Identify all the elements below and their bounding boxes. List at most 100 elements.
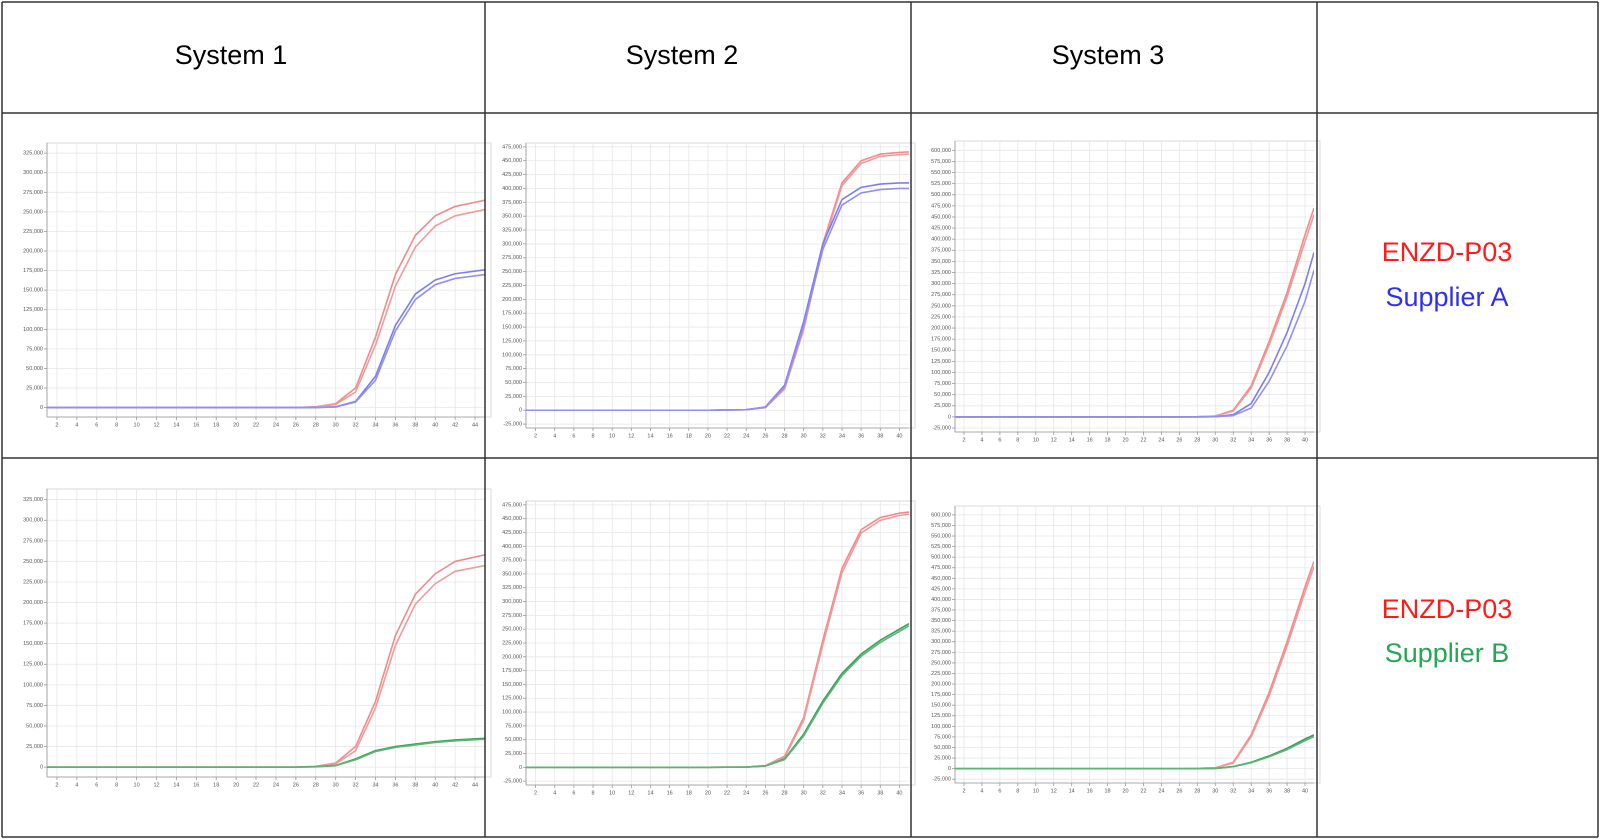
x-tick-label: 2 [55,782,58,788]
y-tick-label: 250,000 [502,627,522,633]
y-tick-label: 325,000 [931,629,951,635]
chart: -25,000 0 25,000 50,000 75,000 100,000 125,000… [502,500,916,796]
x-tick-label: 38 [877,790,883,796]
x-tick-label: 30 [801,790,807,796]
y-tick-label: 225,000 [931,314,951,320]
y-tick-label: 375,000 [931,607,951,613]
x-tick-label: 6 [998,788,1001,794]
y-tick-label: 125,000 [23,662,43,668]
y-tick-label: 200,000 [931,325,951,331]
y-tick-label: 100,000 [931,724,951,730]
y-tick-label: 75,000 [26,346,43,352]
y-tick-label: 200,000 [23,248,43,254]
y-tick-label: 425,000 [931,586,951,592]
y-tick-label: 250,000 [23,209,43,215]
y-tick-label: 325,000 [502,585,522,591]
y-tick-label: 300,000 [502,599,522,605]
x-tick-label: 20 [1122,788,1128,794]
y-tick-label: 225,000 [23,229,43,235]
x-tick-label: 18 [1105,788,1111,794]
y-tick-label: 200,000 [23,600,43,606]
x-tick-label: 22 [1140,437,1146,443]
chart: -25,000 0 25,000 50,000 75,000 100,000 125,000… [931,140,1321,443]
y-tick-label: 450,000 [502,516,522,522]
y-tick-label: 75,000 [505,723,522,729]
x-tick-label: 4 [553,433,556,439]
amplification-curve [955,735,1314,770]
x-tick-label: 4 [75,422,78,428]
x-tick-label: 12 [1051,788,1057,794]
x-tick-label: 10 [609,790,615,796]
y-tick-label: 275,000 [931,650,951,656]
y-tick-label: 225,000 [23,579,43,585]
x-tick-label: 36 [392,422,398,428]
y-tick-label: 175,000 [23,621,43,627]
y-tick-label: 175,000 [931,692,951,698]
y-tick-label: 575,000 [931,523,951,529]
y-tick-label: 250,000 [931,303,951,309]
y-tick-label: 250,000 [502,269,522,275]
curves [526,151,909,412]
y-tick-label: 50,000 [934,745,951,751]
x-tick-label: 12 [628,790,634,796]
y-tick-label: -25,000 [503,422,522,428]
x-tick-label: 12 [1051,437,1057,443]
plot-area [954,505,1321,784]
x-tick-label: 40 [1302,788,1308,794]
x-tick-label: 8 [591,790,594,796]
y-tick-label: 175,000 [502,668,522,674]
y-tick-label: 100,000 [23,682,43,688]
y-tick-label: 50,000 [505,380,522,386]
y-tick-label: 175,000 [931,337,951,343]
x-tick-label: 14 [1069,437,1075,443]
x-tick-label: 12 [153,782,159,788]
x-tick-label: 24 [273,422,279,428]
x-tick-label: 42 [452,422,458,428]
x-tick-label: 20 [705,433,711,439]
x-tick-label: 14 [647,790,653,796]
x-tick-label: 6 [572,433,575,439]
x-tick-label: 16 [1087,788,1093,794]
x-tick-label: 8 [1016,788,1019,794]
y-tick-label: 75,000 [505,366,522,372]
y-tick-label: 100,000 [23,327,43,333]
x-tick-label: 24 [1158,437,1164,443]
y-tick-label: 50,000 [26,366,43,372]
x-tick-label: 36 [392,782,398,788]
x-tick-label: 20 [705,790,711,796]
y-tick-label: 100,000 [502,710,522,716]
chart: -25,000 0 25,000 50,000 75,000 100,000 125,000… [502,142,916,439]
legend-entry: ENZD-P03 [1382,594,1513,624]
x-tick-label: 36 [1266,437,1272,443]
y-tick-label: 450,000 [931,576,951,582]
amplification-curve [526,625,909,769]
y-tick-label: 0 [519,408,522,414]
x-tick-label: 2 [55,422,58,428]
column-header: System 1 [175,40,288,70]
y-tick-label: 450,000 [502,158,522,164]
y-tick-label: -25,000 [932,777,951,783]
curves [955,561,1314,770]
chart: -25,000 0 25,000 50,000 75,000 100,000 125,000… [931,505,1321,794]
x-tick-label: 42 [452,782,458,788]
y-tick-label: 200,000 [502,654,522,660]
y-tick-label: 250,000 [931,660,951,666]
x-tick-label: 2 [534,433,537,439]
y-tick-label: 400,000 [502,544,522,550]
y-tick-label: 300,000 [931,639,951,645]
amplification-curve [47,273,485,409]
x-tick-label: 28 [313,782,319,788]
x-tick-label: 14 [173,422,179,428]
x-tick-label: 6 [95,422,98,428]
y-tick-label: 350,000 [502,571,522,577]
x-tick-label: 20 [233,422,239,428]
x-tick-label: 30 [333,422,339,428]
x-tick-label: 18 [686,433,692,439]
x-tick-label: 16 [193,782,199,788]
y-tick-label: 450,000 [931,214,951,220]
legend-entry: ENZD-P03 [1382,237,1513,267]
x-tick-label: 10 [1033,437,1039,443]
x-tick-label: 26 [293,422,299,428]
y-tick-label: 25,000 [26,744,43,750]
x-tick-label: 28 [781,790,787,796]
